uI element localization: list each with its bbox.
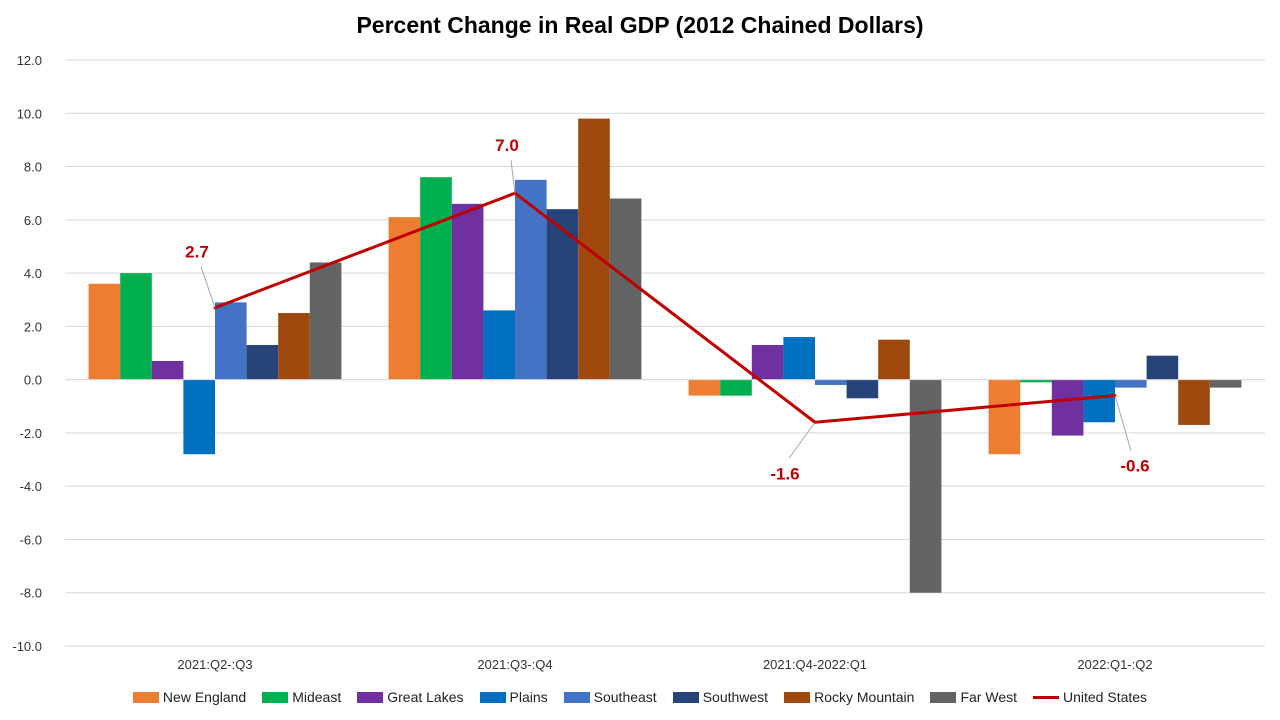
legend-item: Rocky Mountain — [784, 689, 914, 705]
legend-line-swatch — [1033, 695, 1059, 699]
bar — [88, 283, 121, 380]
bar — [515, 179, 547, 380]
legend-label: Southeast — [593, 689, 657, 705]
gridlines — [65, 59, 1265, 647]
leader-line — [788, 421, 816, 459]
legend-label: Plains — [509, 689, 548, 705]
y-tick-label: -2.0 — [20, 426, 42, 441]
bar — [183, 379, 215, 455]
x-axis-ticks: 2021:Q2-:Q3 2021:Q3-:Q4 2021:Q4-2022:Q1 202… — [177, 657, 1152, 672]
bar — [309, 262, 342, 380]
y-tick-label: -8.0 — [20, 586, 42, 601]
bars — [65, 118, 1265, 593]
x-tick-label: 2021:Q4-2022:Q1 — [763, 657, 867, 672]
bar — [1115, 379, 1147, 388]
bar — [483, 310, 515, 380]
bar — [720, 379, 752, 396]
legend-item: United States — [1033, 689, 1147, 705]
bar — [546, 209, 579, 380]
y-tick-label: 12.0 — [17, 53, 42, 68]
bar — [388, 217, 421, 380]
legend-swatch — [672, 691, 699, 703]
bar — [609, 198, 642, 380]
us-line — [213, 191, 1117, 424]
x-tick-label: 2021:Q2-:Q3 — [177, 657, 252, 672]
us-data-label: 7.0 — [495, 136, 519, 155]
legend: New England Mideast Great Lakes Plains South… — [0, 689, 1280, 705]
bar — [215, 302, 247, 380]
y-tick-label: -4.0 — [20, 479, 42, 494]
leader-line — [1114, 395, 1132, 451]
bar — [578, 118, 610, 380]
legend-label: Southwest — [702, 689, 769, 705]
legend-label: Mideast — [292, 689, 342, 705]
legend-item: Southeast — [563, 689, 657, 705]
bar — [751, 345, 784, 380]
legend-swatch — [357, 691, 384, 703]
bar — [120, 273, 152, 380]
y-tick-label: -6.0 — [20, 532, 42, 547]
legend-swatch — [479, 691, 506, 703]
data-labels: 2.7 7.0 -1.6 -0.6 — [185, 136, 1149, 483]
bar — [420, 177, 452, 380]
legend-item: Great Lakes — [357, 689, 464, 705]
bar — [278, 313, 310, 380]
legend-item: Plains — [479, 689, 548, 705]
legend-swatch — [784, 691, 811, 703]
y-axis-ticks: 12.0 10.0 8.0 6.0 4.0 2.0 0.0 -2.0 -4.0 -6.0 -8.0 -… — [12, 53, 42, 654]
bar — [1020, 379, 1052, 383]
legend-swatch — [930, 691, 957, 703]
y-tick-label: 10.0 — [17, 106, 42, 121]
leader-line — [510, 160, 516, 194]
legend-item: New England — [132, 689, 247, 705]
bar — [688, 379, 721, 396]
y-tick-label: 8.0 — [24, 160, 42, 175]
bar — [246, 345, 279, 380]
bar — [783, 337, 815, 380]
legend-label: Rocky Mountain — [814, 689, 915, 705]
legend-swatch — [132, 691, 159, 703]
us-data-label: 2.7 — [185, 243, 209, 262]
x-tick-label: 2021:Q3-:Q4 — [477, 657, 552, 672]
legend-swatch — [563, 691, 590, 703]
us-data-label: -0.6 — [1120, 457, 1149, 476]
us-series-line — [214, 191, 1116, 424]
legend-item: Far West — [930, 689, 1017, 705]
y-tick-label: 0.0 — [24, 373, 42, 388]
bar — [1083, 379, 1115, 423]
y-tick-label: -10.0 — [12, 639, 42, 654]
bar — [1209, 379, 1242, 388]
bar — [878, 339, 910, 380]
bar — [151, 360, 184, 380]
legend-label: Great Lakes — [387, 689, 464, 705]
bar — [815, 379, 847, 385]
bar — [451, 203, 484, 380]
leader-line — [200, 266, 216, 308]
bar — [1051, 379, 1084, 436]
bar — [909, 379, 942, 593]
y-tick-label: 2.0 — [24, 319, 42, 334]
legend-label: United States — [1063, 689, 1148, 705]
us-data-label: -1.6 — [770, 464, 799, 483]
legend-label: New England — [162, 689, 247, 705]
chart-title: Percent Change in Real GDP (2012 Chained… — [356, 12, 924, 38]
bar — [846, 379, 879, 399]
y-tick-label: 4.0 — [24, 266, 42, 281]
x-tick-label: 2022:Q1-:Q2 — [1077, 657, 1152, 672]
legend-label: Far West — [960, 689, 1017, 705]
bar — [988, 379, 1021, 455]
legend-item: Southwest — [672, 689, 769, 705]
legend-item: Mideast — [262, 689, 341, 705]
bar — [1178, 379, 1210, 425]
bar — [1146, 355, 1179, 380]
y-tick-label: 6.0 — [24, 213, 42, 228]
legend-swatch — [262, 691, 289, 703]
